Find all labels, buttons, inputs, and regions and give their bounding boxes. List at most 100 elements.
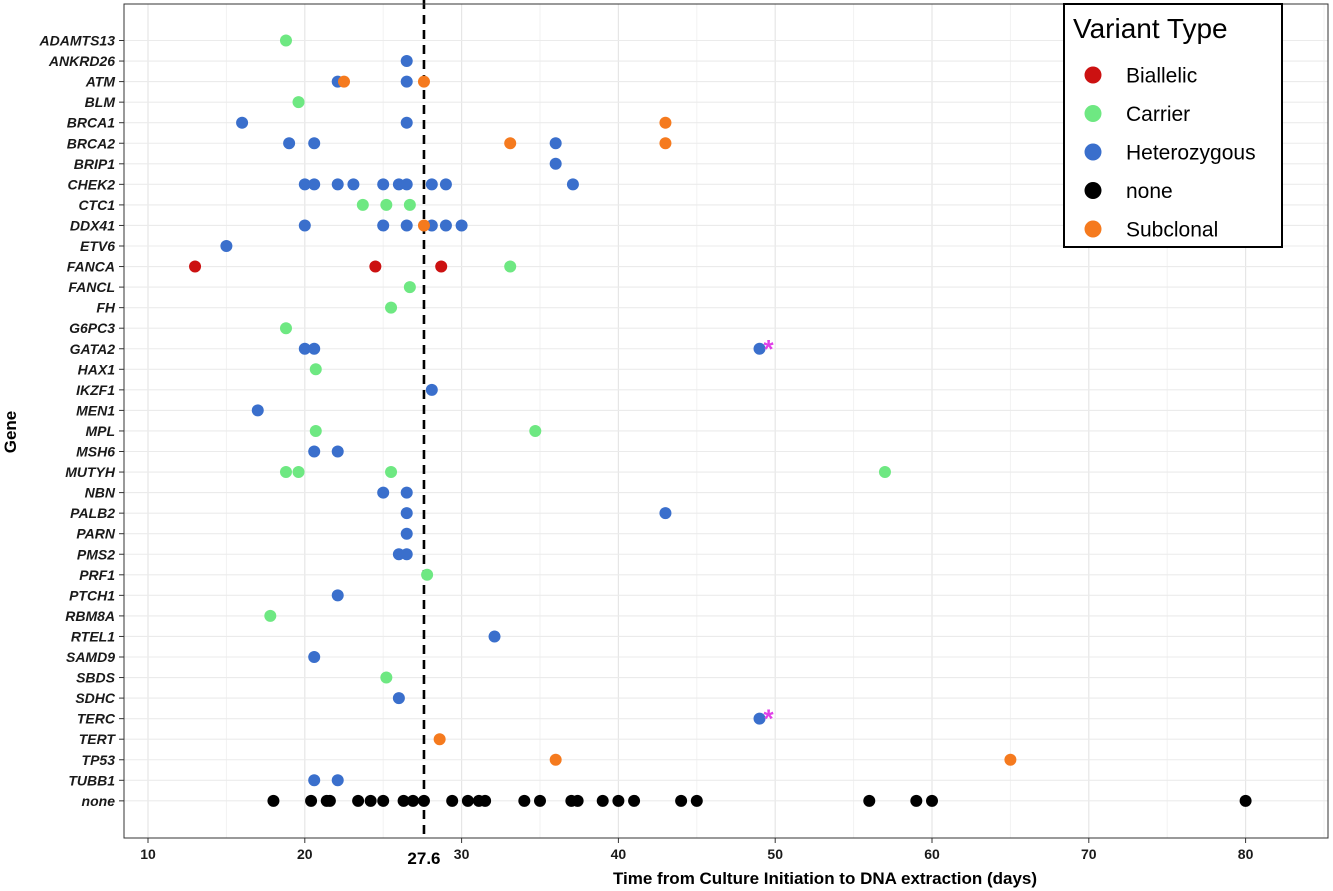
x-tick-label: 10 xyxy=(140,846,156,862)
data-point xyxy=(369,260,382,273)
data-point xyxy=(380,198,393,211)
y-tick-label: ANKRD26 xyxy=(48,53,115,69)
data-point xyxy=(753,342,766,355)
y-tick-label: G6PC3 xyxy=(69,320,115,336)
data-point xyxy=(264,609,277,622)
data-point xyxy=(863,794,876,807)
data-point xyxy=(433,733,446,746)
data-point xyxy=(435,260,448,273)
series-none xyxy=(267,794,1252,807)
y-tick-label: none xyxy=(82,793,116,809)
series-carrier xyxy=(264,34,891,684)
data-point xyxy=(323,794,336,807)
legend-key xyxy=(1084,105,1102,122)
y-tick-label: FANCL xyxy=(68,279,115,295)
data-point xyxy=(926,794,938,807)
data-point xyxy=(400,75,413,88)
data-point xyxy=(292,96,305,109)
y-tick-label: CHEK2 xyxy=(68,176,116,192)
data-point xyxy=(400,219,413,232)
data-point xyxy=(397,794,410,807)
data-point xyxy=(251,404,264,417)
y-tick-label: NBN xyxy=(85,485,116,501)
y-tick-label: HAX1 xyxy=(78,361,116,377)
data-points-layer xyxy=(189,34,1252,807)
data-point xyxy=(377,219,390,232)
data-point xyxy=(400,55,413,68)
x-tick-label: 60 xyxy=(924,846,940,862)
y-tick-label: MSH6 xyxy=(76,444,115,460)
data-point xyxy=(1004,753,1017,766)
y-tick-label: TERT xyxy=(79,731,117,747)
data-point xyxy=(403,281,416,294)
data-point xyxy=(279,34,292,47)
data-point xyxy=(753,712,766,725)
data-point xyxy=(385,301,398,314)
data-point xyxy=(596,794,609,807)
data-point xyxy=(308,178,321,191)
data-point xyxy=(400,548,413,561)
data-point xyxy=(377,486,390,499)
x-tick-label: 40 xyxy=(611,846,627,862)
data-point xyxy=(377,178,390,191)
data-point xyxy=(308,445,321,458)
y-tick-label: PARN xyxy=(76,526,116,542)
data-point xyxy=(298,342,311,355)
x-tick-label: 70 xyxy=(1081,846,1097,862)
data-point xyxy=(566,178,579,191)
y-tick-label: BLM xyxy=(85,94,116,110)
data-point xyxy=(279,322,292,335)
data-point xyxy=(421,568,434,581)
data-point xyxy=(549,137,562,150)
data-point xyxy=(504,137,517,150)
data-point xyxy=(189,260,202,273)
data-point xyxy=(628,794,641,807)
x-tick-label: 80 xyxy=(1238,846,1254,862)
data-point xyxy=(308,342,321,355)
y-tick-label: RBM8A xyxy=(65,608,115,624)
data-point xyxy=(529,424,542,437)
data-point xyxy=(377,794,390,807)
series-biallelic xyxy=(189,260,448,273)
data-point xyxy=(283,137,296,150)
data-point xyxy=(352,794,365,807)
legend-key xyxy=(1084,182,1102,199)
y-tick-label: ATM xyxy=(85,74,116,90)
legend-label: Subclonal xyxy=(1126,219,1218,242)
data-point xyxy=(400,527,413,540)
data-point xyxy=(338,75,350,88)
y-tick-label: FH xyxy=(96,300,116,316)
data-point xyxy=(298,219,311,232)
y-tick-label: CTC1 xyxy=(78,197,115,213)
series-heterozygous xyxy=(220,55,766,787)
data-point xyxy=(267,794,280,807)
y-tick-label: TERC xyxy=(77,711,116,727)
data-point xyxy=(461,794,474,807)
x-tick-label: 50 xyxy=(767,846,783,862)
legend-title: Variant Type xyxy=(1073,13,1228,44)
data-point xyxy=(331,589,344,602)
data-point xyxy=(488,630,501,643)
y-tick-label: TP53 xyxy=(82,752,116,768)
data-point xyxy=(400,507,413,520)
y-tick-label: IKZF1 xyxy=(76,382,115,398)
data-point xyxy=(309,424,322,437)
y-tick-label: GATA2 xyxy=(70,341,116,357)
data-point xyxy=(347,178,360,191)
data-point xyxy=(220,240,233,252)
axes-layer: 10 20 30 40 50 60 70 80 27.6 ADAMTS13 ANKRD26 ATM BL… xyxy=(39,33,1254,869)
data-point xyxy=(380,671,393,684)
legend-box xyxy=(1063,3,1283,248)
data-point xyxy=(331,445,344,458)
data-point xyxy=(279,466,292,479)
y-tick-label: MEN1 xyxy=(76,402,115,418)
annotation-asterisk: * xyxy=(764,704,775,734)
data-point xyxy=(364,794,377,807)
legend-key xyxy=(1084,143,1102,161)
legend-key xyxy=(1084,220,1102,238)
data-point xyxy=(308,137,321,150)
y-tick-label: PMS2 xyxy=(77,546,115,562)
data-point xyxy=(439,178,452,191)
data-point xyxy=(504,260,517,273)
